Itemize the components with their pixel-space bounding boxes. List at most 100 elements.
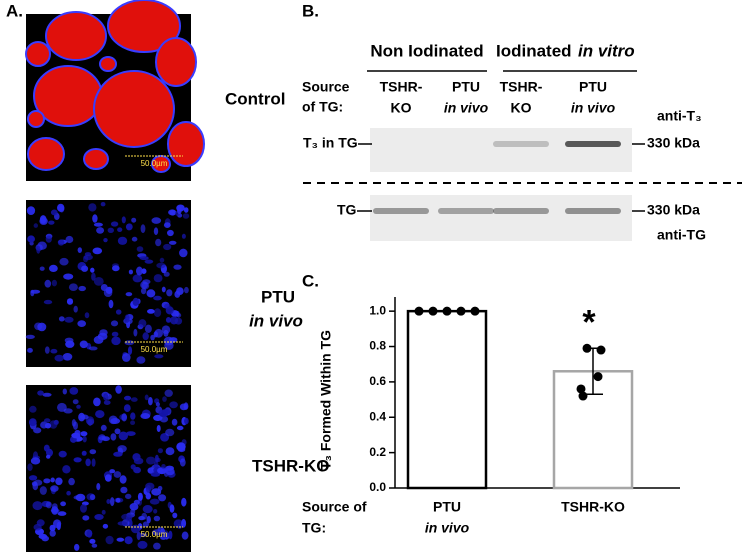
nucleus bbox=[50, 508, 60, 513]
nucleus bbox=[49, 529, 56, 537]
nucleus bbox=[49, 420, 58, 429]
nucleus bbox=[172, 512, 178, 519]
nucleus bbox=[59, 257, 69, 266]
nucleus bbox=[140, 413, 151, 419]
data-point bbox=[582, 343, 592, 353]
nucleus bbox=[65, 235, 74, 244]
nucleus bbox=[122, 353, 131, 362]
nucleus bbox=[50, 485, 59, 492]
nucleus bbox=[91, 543, 98, 548]
nucleus bbox=[128, 269, 133, 275]
size-label: 330 kDa bbox=[647, 202, 700, 218]
nucleus bbox=[153, 414, 163, 421]
nucleus bbox=[100, 424, 107, 431]
nucleus bbox=[50, 477, 55, 483]
nucleus bbox=[33, 523, 42, 531]
nucleus bbox=[80, 504, 87, 513]
nucleus bbox=[121, 413, 127, 422]
nucleus bbox=[28, 418, 37, 427]
panel-label: A. bbox=[6, 1, 23, 20]
follicle bbox=[93, 70, 175, 148]
nucleus bbox=[36, 245, 41, 254]
nucleus bbox=[133, 466, 142, 474]
nucleus bbox=[94, 514, 104, 520]
nucleus bbox=[107, 227, 115, 233]
nucleus bbox=[73, 495, 83, 500]
nucleus bbox=[73, 305, 78, 313]
nucleus bbox=[86, 530, 93, 538]
antibody-label: anti-T₃ bbox=[657, 108, 702, 124]
panel-label: C. bbox=[302, 271, 319, 290]
nucleus bbox=[124, 314, 130, 323]
significance: * bbox=[582, 303, 596, 341]
nucleus bbox=[42, 392, 52, 397]
nucleus bbox=[76, 404, 81, 409]
nucleus bbox=[138, 532, 148, 538]
nucleus bbox=[112, 265, 120, 272]
nucleus bbox=[49, 524, 56, 532]
follicle bbox=[25, 41, 51, 67]
nucleus bbox=[92, 247, 103, 255]
follicle bbox=[107, 0, 181, 53]
nucleus bbox=[139, 256, 149, 261]
nucleus bbox=[119, 475, 127, 484]
nucleus bbox=[125, 493, 132, 500]
nucleus bbox=[177, 206, 182, 215]
nucleus bbox=[41, 535, 49, 542]
nucleus bbox=[173, 519, 184, 528]
nucleus bbox=[95, 410, 105, 419]
lane-label: KO bbox=[391, 100, 412, 116]
nucleus bbox=[93, 397, 101, 407]
y-tick-label: 0.4 bbox=[369, 409, 386, 423]
nucleus bbox=[163, 329, 169, 337]
nucleus bbox=[117, 227, 123, 232]
nucleus bbox=[37, 390, 44, 396]
nucleus bbox=[60, 501, 66, 507]
nucleus bbox=[96, 227, 105, 234]
nucleus bbox=[101, 509, 106, 515]
nucleus bbox=[156, 425, 161, 432]
follicle bbox=[45, 11, 107, 61]
nucleus bbox=[165, 428, 175, 437]
follicle bbox=[27, 137, 65, 171]
nucleus bbox=[108, 299, 114, 309]
nucleus bbox=[147, 309, 155, 314]
nucleus bbox=[181, 497, 187, 507]
nucleus bbox=[141, 512, 148, 520]
nucleus bbox=[102, 523, 109, 529]
nucleus bbox=[103, 238, 108, 243]
nucleus bbox=[46, 454, 51, 459]
nucleus bbox=[88, 346, 98, 351]
nucleus bbox=[93, 277, 104, 286]
nucleus bbox=[163, 222, 171, 229]
nucleus bbox=[179, 248, 188, 258]
nucleus bbox=[164, 389, 173, 397]
image-label: TSHR-KO bbox=[252, 456, 329, 475]
follicle bbox=[167, 121, 205, 167]
nucleus bbox=[105, 535, 114, 545]
nucleus bbox=[131, 236, 138, 242]
nucleus bbox=[181, 233, 186, 239]
nucleus bbox=[56, 521, 61, 531]
nucleus bbox=[118, 431, 128, 441]
nucleus bbox=[171, 418, 178, 426]
nucleus bbox=[43, 478, 51, 484]
data-point bbox=[470, 306, 480, 316]
nucleus bbox=[28, 475, 38, 481]
nucleus bbox=[30, 457, 41, 465]
nucleus bbox=[154, 454, 159, 463]
data-point bbox=[456, 306, 466, 316]
nucleus bbox=[153, 227, 159, 235]
data-point bbox=[576, 384, 586, 394]
nucleus bbox=[153, 461, 159, 469]
nucleus bbox=[166, 289, 173, 297]
nucleus bbox=[100, 202, 106, 207]
nucleus bbox=[153, 542, 161, 550]
data-point bbox=[596, 345, 606, 355]
nucleus bbox=[161, 464, 166, 469]
nucleus bbox=[33, 479, 43, 486]
nucleus bbox=[131, 217, 137, 223]
nucleus bbox=[44, 279, 52, 288]
nucleus bbox=[113, 451, 123, 457]
